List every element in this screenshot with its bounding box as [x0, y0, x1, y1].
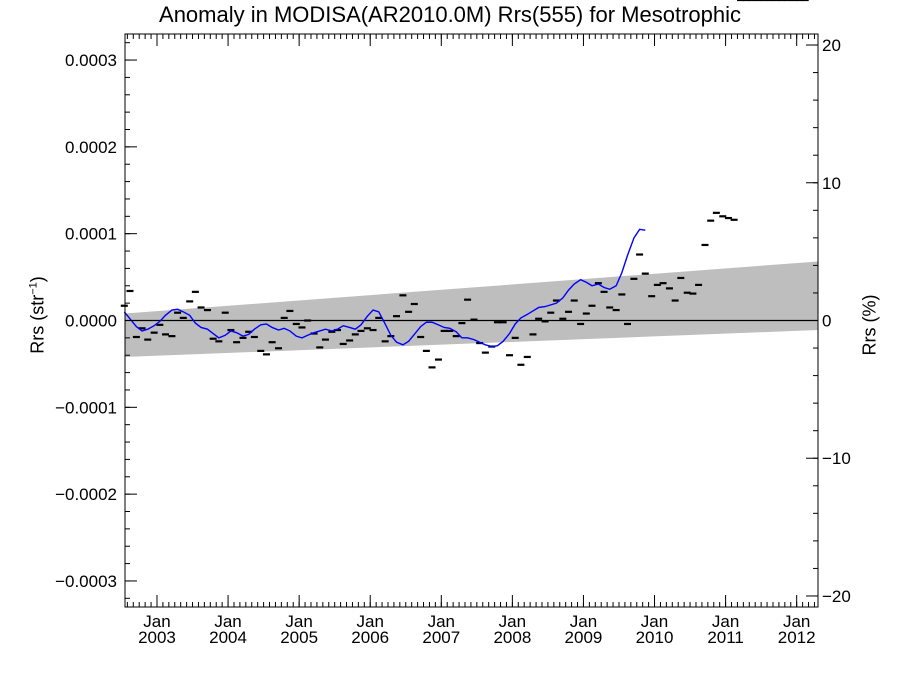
- y-right-tick-label: −10: [822, 449, 851, 468]
- x-tick-month-label: Jan: [499, 612, 526, 631]
- x-tick-month-label: Jan: [783, 612, 810, 631]
- x-tick-month-label: Jan: [143, 612, 170, 631]
- y-right-tick-label: −20: [822, 587, 851, 606]
- x-tick-year-label: 2006: [351, 628, 389, 647]
- x-tick-year-label: 2003: [138, 628, 176, 647]
- y-left-tick-label: −0.0002: [55, 485, 117, 504]
- x-tick-month-label: Jan: [428, 612, 455, 631]
- x-tick-month-label: Jan: [712, 612, 739, 631]
- chart-title: Anomaly in MODISA(AR2010.0M) Rrs(555) fo…: [159, 2, 741, 27]
- y-left-tick-label: 0.0002: [65, 138, 117, 157]
- x-tick-month-label: Jan: [214, 612, 241, 631]
- y-left-tick-label: 0.0001: [65, 225, 117, 244]
- trend-band: [125, 261, 818, 357]
- x-tick-year-label: 2005: [280, 628, 318, 647]
- x-tick-year-label: 2010: [636, 628, 674, 647]
- y-left-tick-label: −0.0003: [55, 572, 117, 591]
- y-left-tick-label: 0.0000: [65, 312, 117, 331]
- y-right-tick-label: 10: [822, 174, 841, 193]
- y-right-tick-label: 20: [822, 36, 841, 55]
- smoothed-anomaly-line: [123, 228, 646, 348]
- x-tick-year-label: 2011: [707, 628, 744, 647]
- x-tick-month-label: Jan: [285, 612, 312, 631]
- y-right-tick-label: 0: [822, 312, 831, 331]
- x-tick-year-label: 2004: [209, 628, 247, 647]
- x-tick-year-label: 2008: [493, 628, 531, 647]
- x-tick-month-label: Jan: [357, 612, 384, 631]
- y-left-tick-label: 0.0003: [65, 51, 117, 70]
- y-left-tick-label: −0.0001: [55, 398, 117, 417]
- x-tick-month-label: Jan: [641, 612, 668, 631]
- x-tick-month-label: Jan: [570, 612, 597, 631]
- x-tick-year-label: 2012: [778, 628, 816, 647]
- x-tick-year-label: 2009: [565, 628, 603, 647]
- x-tick-year-label: 2007: [422, 628, 460, 647]
